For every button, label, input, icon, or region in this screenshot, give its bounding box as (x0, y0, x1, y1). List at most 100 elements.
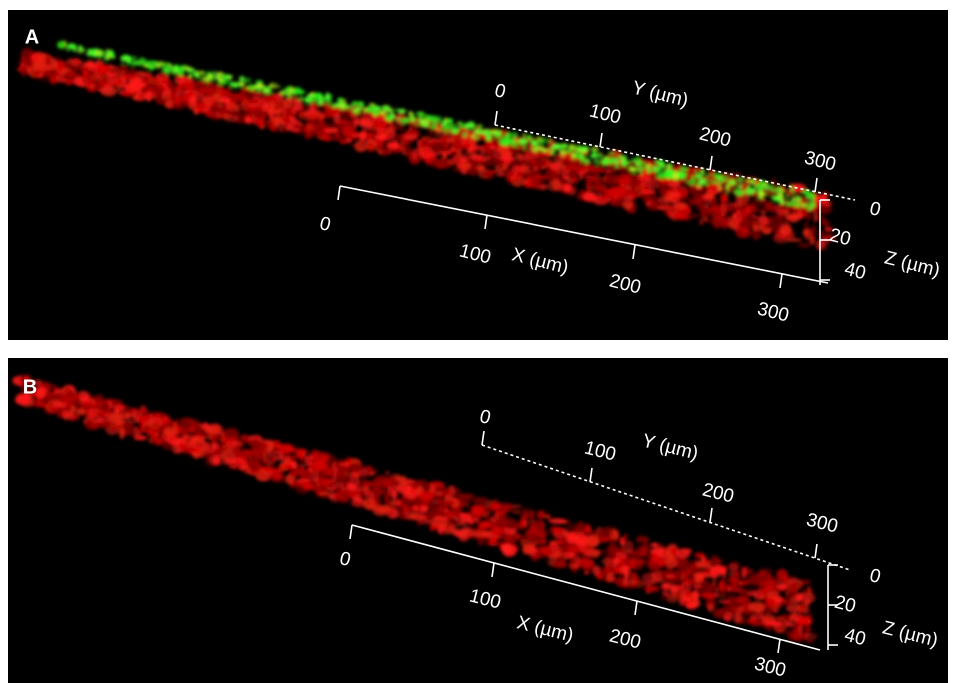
cell-blob (225, 101, 236, 110)
cell-blob (339, 137, 346, 141)
cell-blob (82, 406, 89, 411)
cell-blob (798, 628, 803, 639)
cell-blob (173, 64, 179, 71)
cell-blob (219, 78, 224, 83)
cell-blob (202, 452, 213, 458)
cell-blob (730, 606, 739, 615)
cell-blob (310, 460, 328, 471)
cell-blob (45, 54, 51, 66)
cell-blob (720, 193, 728, 204)
cell-blob (402, 133, 419, 141)
cell-blob (745, 179, 754, 183)
y-tick (494, 110, 498, 126)
cell-blob (226, 111, 243, 116)
y-tick (589, 467, 593, 483)
cell-blob (188, 73, 193, 78)
cell-blob (14, 394, 32, 406)
y-tick (599, 132, 603, 148)
cell-blob (791, 191, 796, 197)
cell-blob (237, 115, 241, 123)
cell-blob (138, 415, 152, 420)
cell-blob (646, 164, 651, 169)
cell-blob (692, 566, 699, 572)
cell-blob (670, 547, 677, 555)
cell-blob (597, 529, 603, 542)
cell-blob (720, 177, 726, 183)
cell-blob (703, 215, 708, 222)
cell-blob (719, 583, 730, 595)
cell-blob (487, 543, 499, 547)
cell-blob (808, 611, 812, 620)
cell-blob (725, 184, 730, 189)
cell-blob (782, 218, 792, 222)
cell-blob (70, 404, 75, 417)
cell-blob (150, 439, 165, 445)
cell-blob (515, 153, 524, 161)
cell-blob (197, 88, 214, 93)
cell-blob (664, 201, 668, 206)
cell-blob (805, 210, 813, 221)
cell-blob (462, 526, 471, 533)
cell-blob (420, 119, 429, 125)
cell-blob (363, 481, 376, 488)
z-tick-label: 40 (842, 625, 868, 650)
cell-blob (522, 132, 527, 138)
cell-blob (770, 186, 775, 193)
cell-blob (776, 568, 788, 581)
cell-blob (707, 206, 722, 216)
cell-blob (714, 587, 720, 599)
cell-blob (223, 114, 239, 123)
cell-blob (757, 573, 768, 583)
cell-blob (596, 572, 604, 580)
cell-blob (582, 191, 597, 202)
cell-blob (429, 119, 439, 123)
cell-blob (478, 517, 482, 526)
cell-blob (587, 182, 591, 187)
cell-blob (368, 107, 376, 112)
cell-blob (338, 103, 344, 106)
cell-blob (226, 441, 243, 446)
cell-blob (545, 139, 551, 145)
cell-blob (161, 67, 170, 73)
cell-blob (284, 88, 289, 95)
cell-blob (114, 404, 125, 410)
cell-blob (583, 171, 595, 180)
cell-blob (820, 218, 828, 227)
cell-blob (597, 181, 602, 186)
cell-blob (385, 129, 394, 135)
cell-blob (606, 526, 611, 535)
cell-blob (359, 101, 364, 106)
cell-blob (52, 386, 60, 393)
cell-blob (372, 145, 390, 152)
panel-label: A (25, 26, 39, 48)
cell-blob (410, 513, 426, 521)
cell-blob (737, 581, 744, 585)
cell-blob (539, 139, 545, 145)
cell-blob (502, 168, 515, 178)
cell-blob (573, 534, 589, 546)
cell-blob (361, 476, 366, 482)
cell-blob (23, 383, 28, 391)
cell-blob (599, 153, 604, 160)
cell-blob (323, 120, 334, 127)
cell-blob (543, 172, 549, 177)
cell-blob (142, 74, 149, 79)
cell-blob (429, 128, 433, 136)
cell-blob (579, 170, 584, 179)
cell-blob (764, 597, 777, 608)
cell-blob (785, 194, 789, 201)
cell-blob (151, 422, 160, 432)
cell-blob (807, 198, 814, 204)
y-axis-line (494, 124, 856, 201)
cell-blob (666, 191, 675, 200)
cell-blob (462, 495, 471, 504)
cell-blob (650, 542, 659, 548)
cell-blob (31, 379, 42, 385)
cell-blob (760, 571, 767, 574)
cell-blob (765, 609, 776, 613)
cell-blob (669, 585, 680, 593)
cell-blob (720, 204, 727, 217)
cell-blob (234, 463, 242, 470)
cell-blob (580, 190, 590, 194)
cell-blob (248, 83, 254, 90)
